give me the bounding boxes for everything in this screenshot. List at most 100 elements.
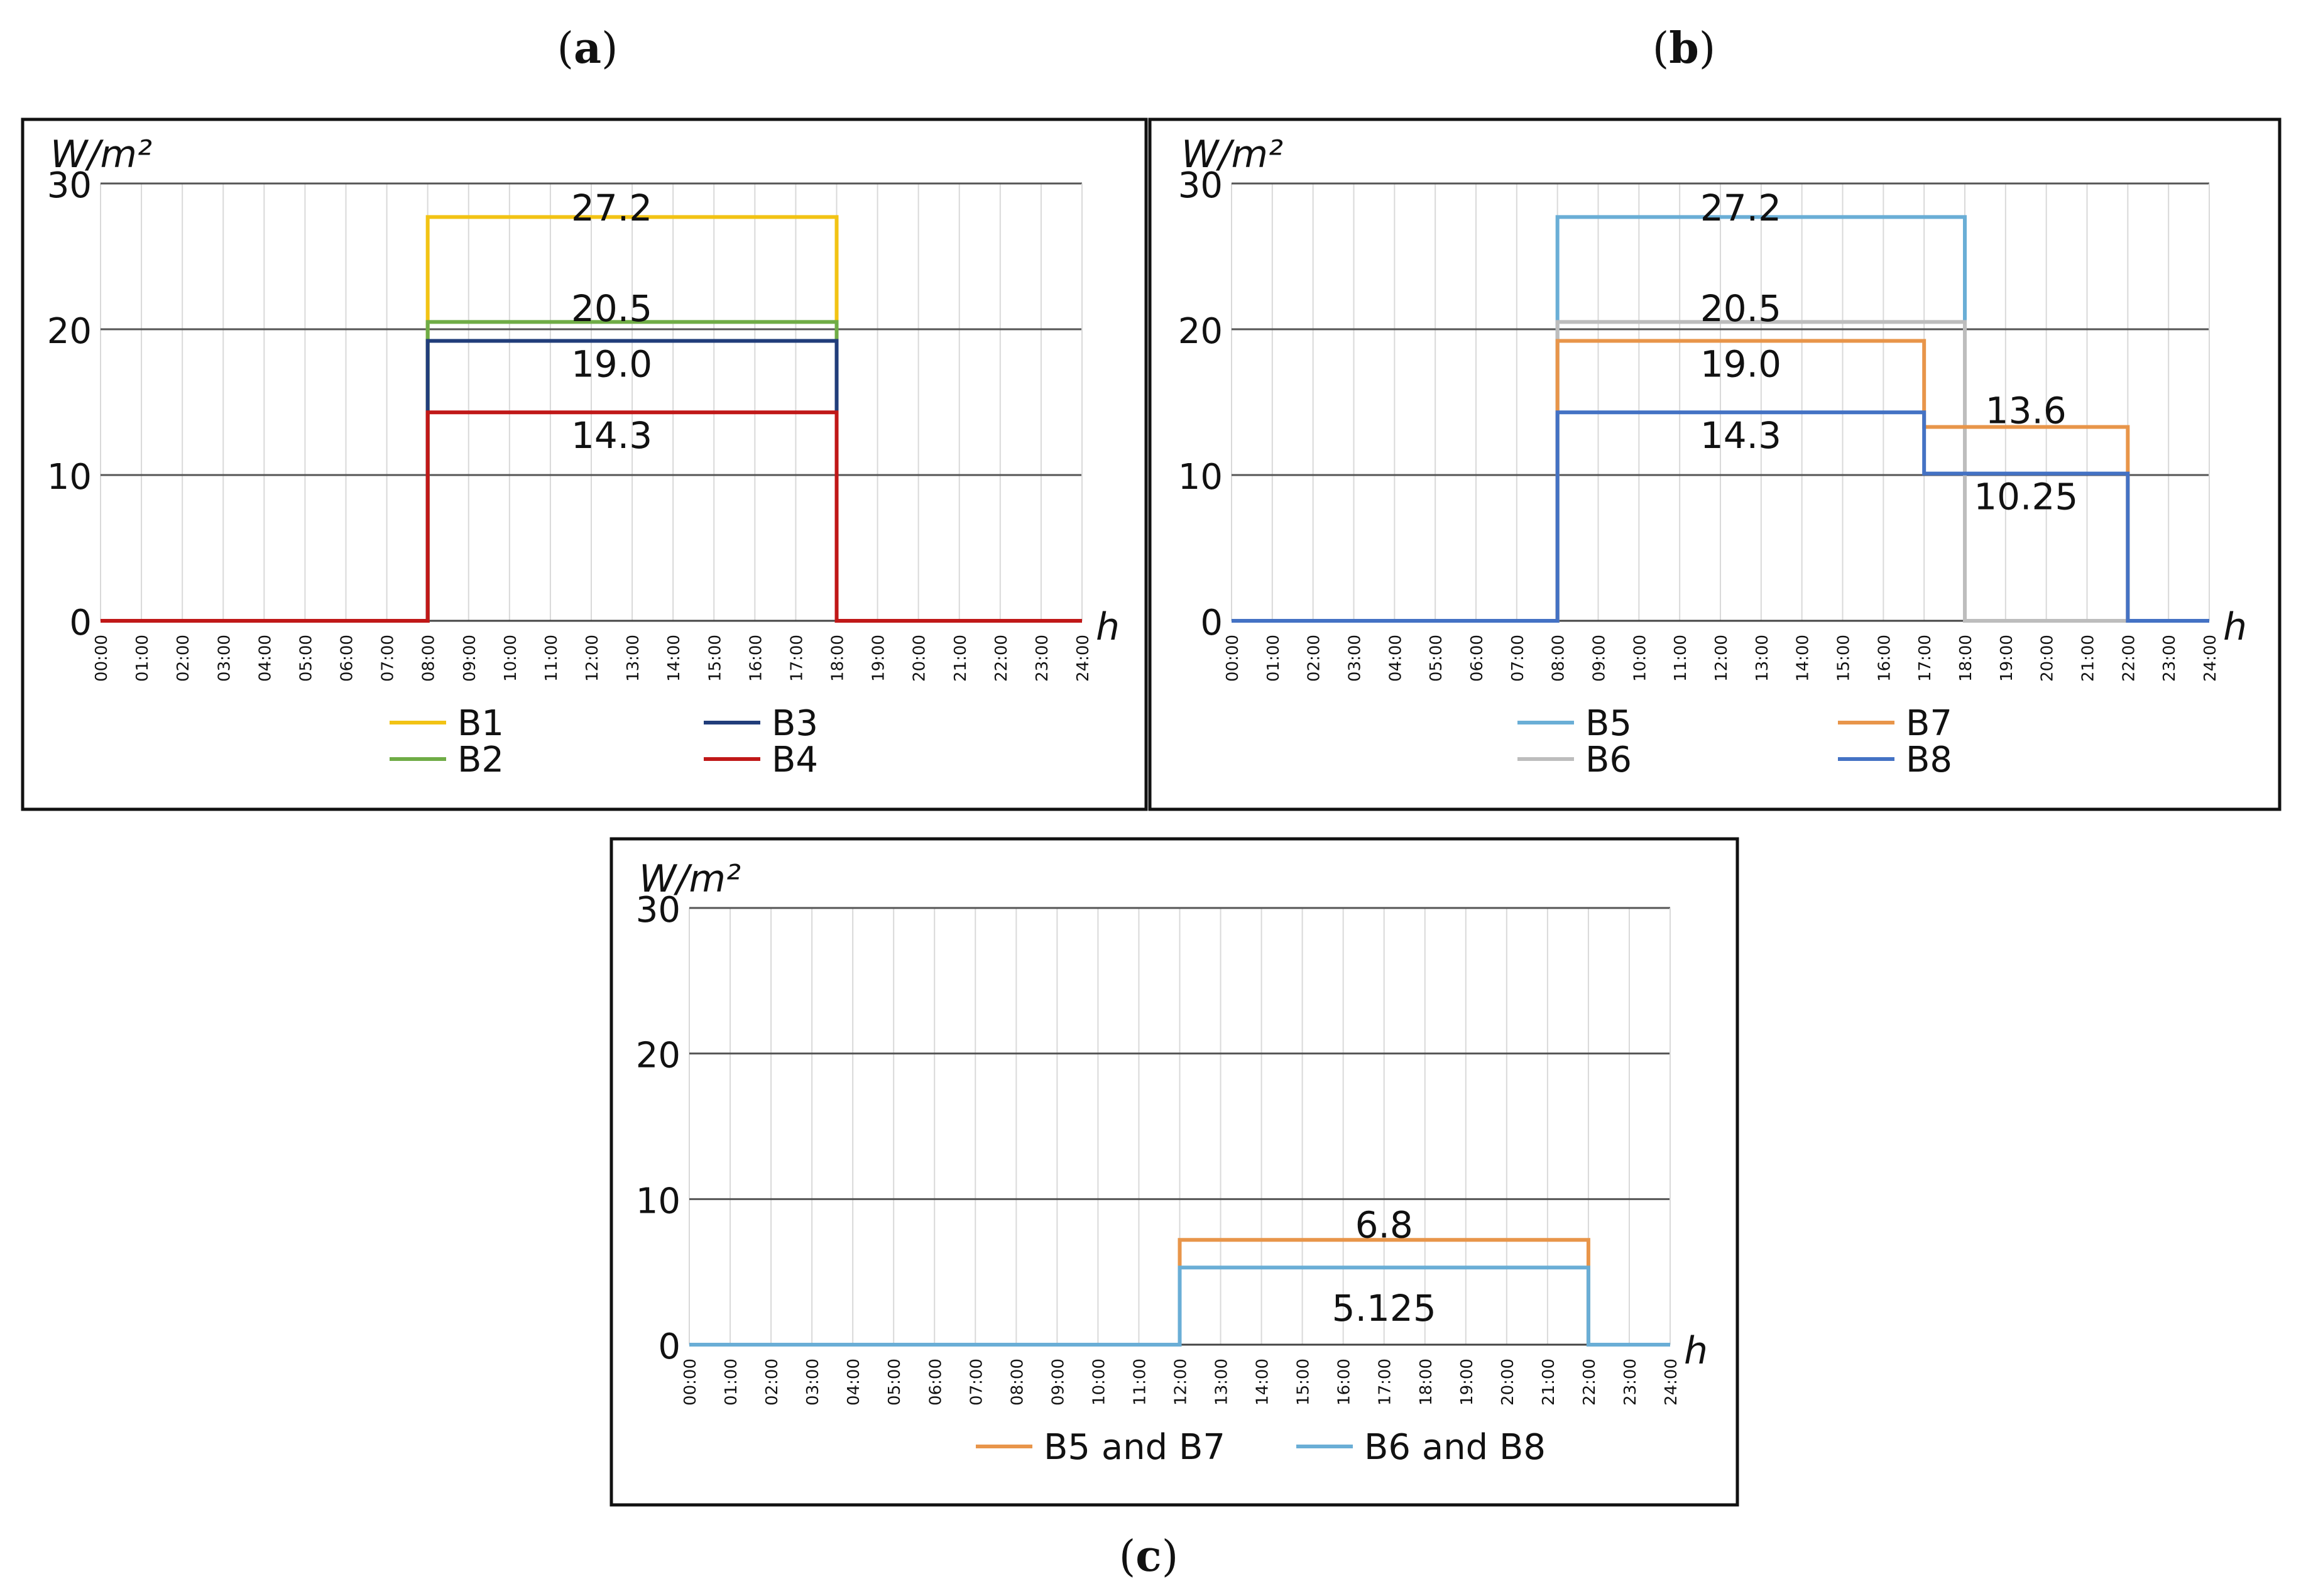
xtick-c-11: 11:00: [1130, 1358, 1149, 1406]
data-label-b-4: 13.6: [1986, 390, 2067, 432]
xtick-b-1: 01:00: [1264, 635, 1283, 682]
ylabel-c: W/m²: [639, 857, 741, 901]
data-label-a-1: 20.5: [571, 287, 652, 330]
xtick-a-0: 00:00: [92, 635, 111, 682]
ylabel-b: W/m²: [1181, 133, 1283, 177]
data-label-b-0: 27.2: [1700, 187, 1781, 229]
xtick-b-23: 23:00: [2160, 635, 2179, 682]
xtick-c-8: 08:00: [1008, 1358, 1027, 1406]
xtick-b-24: 24:00: [2201, 635, 2220, 682]
ytick-c-2: 20: [636, 1036, 680, 1076]
chart-b: 0 10 20 30 00:00 01:00 02:00 03:00 04:00 05:00 06:…: [1178, 133, 2247, 780]
xtick-b-8: 08:00: [1549, 635, 1568, 682]
legend-label-c-0: B5 and B7: [1044, 1427, 1225, 1468]
xtick-c-7: 07:00: [967, 1358, 986, 1406]
caption-b: (b): [1653, 23, 1716, 74]
xtick-b-14: 14:00: [1794, 635, 1813, 682]
caption-a: (a): [557, 23, 618, 74]
data-label-b-1: 20.5: [1700, 287, 1781, 330]
xtick-a-17: 17:00: [787, 635, 806, 682]
xtick-b-5: 05:00: [1427, 635, 1446, 682]
xtick-b-16: 16:00: [1875, 635, 1894, 682]
xtick-a-8: 08:00: [420, 635, 439, 682]
xtick-a-1: 01:00: [133, 635, 152, 682]
ytick-c-3: 30: [636, 890, 680, 931]
legend-label-b-2: B6: [1585, 740, 1632, 780]
xtick-a-16: 16:00: [746, 635, 765, 682]
xtick-b-22: 22:00: [2119, 635, 2138, 682]
xtick-a-19: 19:00: [870, 635, 888, 682]
xlabel-c: h: [1684, 1329, 1708, 1373]
series-c-b6-and-b8: [689, 1265, 1670, 1347]
panel-b-frame: [1148, 118, 2282, 811]
ytick-b-1: 10: [1178, 457, 1223, 498]
xtick-c-10: 10:00: [1090, 1358, 1108, 1406]
data-label-c-0: 6.8: [1355, 1204, 1413, 1247]
legend-label-a-2: B2: [457, 740, 504, 780]
xtick-c-16: 16:00: [1335, 1358, 1354, 1406]
xtick-c-20: 20:00: [1499, 1358, 1517, 1406]
xtick-c-5: 05:00: [885, 1358, 904, 1406]
ytick-b-0: 0: [1200, 603, 1223, 643]
xtick-c-19: 19:00: [1458, 1358, 1477, 1406]
xtick-a-18: 18:00: [829, 635, 848, 682]
xtick-b-19: 19:00: [1998, 635, 2016, 682]
xtick-b-11: 11:00: [1671, 635, 1690, 682]
ytick-a-3: 30: [47, 165, 92, 206]
xtick-a-14: 14:00: [665, 635, 684, 682]
xtick-b-10: 10:00: [1631, 635, 1649, 682]
data-label-c-1: 5.125: [1332, 1287, 1436, 1330]
legend-label-a-1: B3: [772, 703, 818, 744]
data-label-a-3: 14.3: [571, 414, 652, 457]
xtick-b-21: 21:00: [2079, 635, 2098, 682]
xtick-a-4: 04:00: [256, 635, 275, 682]
xlabel-a: h: [1096, 605, 1120, 649]
xtick-a-21: 21:00: [951, 635, 970, 682]
xlabel-b: h: [2223, 605, 2247, 649]
xtick-a-13: 13:00: [624, 635, 643, 682]
xtick-b-6: 06:00: [1468, 635, 1487, 682]
xtick-b-0: 00:00: [1223, 635, 1242, 682]
ytick-a-2: 20: [47, 311, 92, 352]
legend-label-c-1: B6 and B8: [1364, 1427, 1546, 1468]
xtick-c-9: 09:00: [1049, 1358, 1068, 1406]
xtick-b-15: 15:00: [1835, 635, 1854, 682]
xtick-b-13: 13:00: [1753, 635, 1772, 682]
xtick-c-17: 17:00: [1376, 1358, 1395, 1406]
data-label-b-2: 19.0: [1700, 342, 1781, 385]
legend-label-b-1: B7: [1906, 703, 1952, 744]
ytick-c-1: 10: [636, 1181, 680, 1222]
xtick-c-21: 21:00: [1539, 1358, 1558, 1406]
xtick-a-5: 05:00: [297, 635, 315, 682]
xtick-c-23: 23:00: [1621, 1358, 1640, 1406]
xtick-a-3: 03:00: [215, 635, 234, 682]
caption-c: (c): [1119, 1531, 1178, 1582]
xtick-a-10: 10:00: [501, 635, 520, 682]
xtick-a-7: 07:00: [379, 635, 398, 682]
legend-label-a-0: B1: [457, 703, 504, 744]
ylabel-a: W/m²: [50, 133, 152, 177]
xtick-c-13: 13:00: [1213, 1358, 1232, 1406]
xtick-a-12: 12:00: [583, 635, 602, 682]
xtick-a-15: 15:00: [706, 635, 724, 682]
panel-c-frame: [609, 837, 1739, 1507]
xtick-b-20: 20:00: [2038, 635, 2057, 682]
legend-label-b-0: B5: [1585, 703, 1632, 744]
series-b-b8: [1232, 410, 2209, 623]
ytick-b-2: 20: [1178, 311, 1223, 352]
xtick-c-2: 02:00: [763, 1358, 782, 1406]
data-label-b-3: 14.3: [1700, 414, 1781, 457]
chart-c: 0 10 20 30 00:00 01:00 02:00 03:00 04:00 05:00 06:…: [636, 857, 1708, 1468]
xtick-a-24: 24:00: [1074, 635, 1093, 682]
ytick-b-3: 30: [1178, 165, 1223, 206]
xtick-c-1: 01:00: [722, 1358, 741, 1406]
xtick-a-9: 09:00: [461, 635, 479, 682]
xtick-c-22: 22:00: [1580, 1358, 1599, 1406]
xtick-b-7: 07:00: [1509, 635, 1528, 682]
xtick-c-6: 06:00: [926, 1358, 945, 1406]
xtick-c-24: 24:00: [1662, 1358, 1681, 1406]
ytick-c-0: 0: [658, 1326, 680, 1367]
data-label-a-0: 27.2: [571, 187, 652, 229]
xtick-a-6: 06:00: [338, 635, 357, 682]
xtick-a-11: 11:00: [542, 635, 561, 682]
